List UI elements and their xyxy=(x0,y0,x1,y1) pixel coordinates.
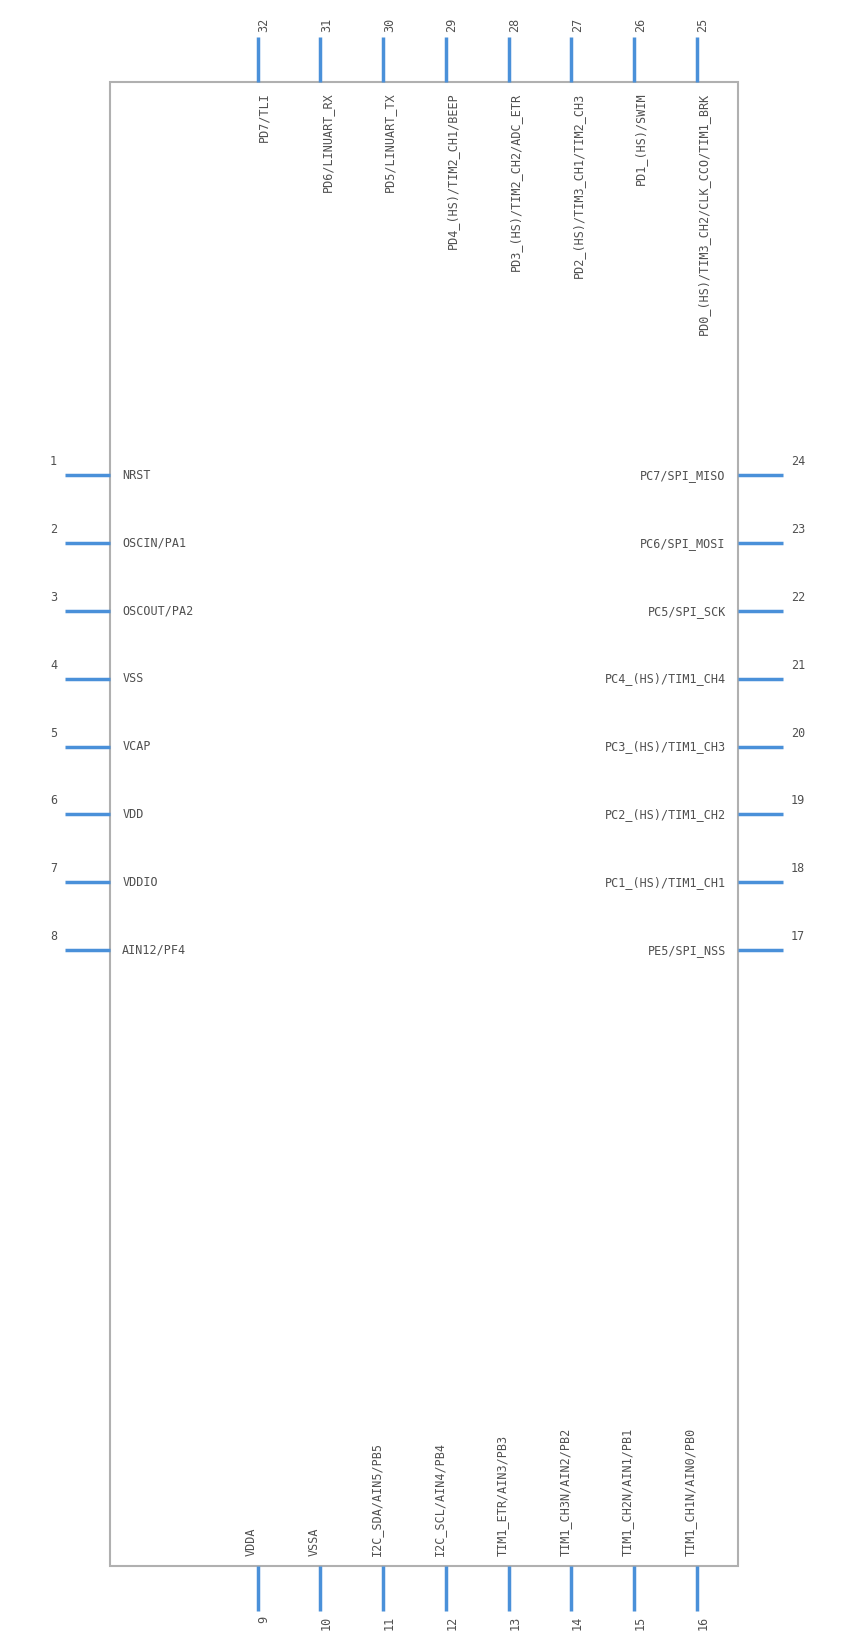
Text: 27: 27 xyxy=(571,18,584,33)
Text: PC6/SPI_MOSI: PC6/SPI_MOSI xyxy=(640,537,726,550)
Text: 17: 17 xyxy=(790,929,805,943)
Text: 9: 9 xyxy=(257,1615,271,1623)
Text: 29: 29 xyxy=(445,18,459,33)
Text: PD6/LINUART_RX: PD6/LINUART_RX xyxy=(321,92,333,193)
Text: PD0_(HS)/TIM3_CH2/CLK_CCO/TIM1_BRK: PD0_(HS)/TIM3_CH2/CLK_CCO/TIM1_BRK xyxy=(697,92,710,335)
Text: NRST: NRST xyxy=(122,470,151,481)
Text: AIN12/PF4: AIN12/PF4 xyxy=(122,944,187,956)
Text: 11: 11 xyxy=(382,1615,396,1630)
Text: 15: 15 xyxy=(633,1615,647,1630)
Text: 24: 24 xyxy=(790,455,805,468)
Text: 30: 30 xyxy=(382,18,396,33)
Text: PD5/LINUART_TX: PD5/LINUART_TX xyxy=(383,92,396,193)
Text: VDDIO: VDDIO xyxy=(122,875,158,888)
Text: 3: 3 xyxy=(50,592,58,605)
Text: PC7/SPI_MISO: PC7/SPI_MISO xyxy=(640,470,726,481)
Text: 10: 10 xyxy=(320,1615,333,1630)
Text: VSS: VSS xyxy=(122,672,143,686)
Text: 25: 25 xyxy=(696,18,710,33)
Text: 1: 1 xyxy=(50,455,58,468)
Text: 28: 28 xyxy=(508,18,522,33)
Text: 6: 6 xyxy=(50,794,58,808)
Text: PC1_(HS)/TIM1_CH1: PC1_(HS)/TIM1_CH1 xyxy=(605,875,726,888)
Text: 26: 26 xyxy=(633,18,647,33)
Text: VSSA: VSSA xyxy=(308,1528,321,1556)
Text: 12: 12 xyxy=(445,1615,459,1630)
Text: VDDA: VDDA xyxy=(245,1528,258,1556)
Text: TIM1_CH1N/AIN0/PB0: TIM1_CH1N/AIN0/PB0 xyxy=(684,1427,697,1556)
Text: 32: 32 xyxy=(257,18,271,33)
Text: 16: 16 xyxy=(696,1615,710,1630)
Text: PC5/SPI_SCK: PC5/SPI_SCK xyxy=(647,605,726,618)
Text: 14: 14 xyxy=(571,1615,584,1630)
Text: 23: 23 xyxy=(790,524,805,536)
Text: 7: 7 xyxy=(50,862,58,875)
Text: PD1_(HS)/SWIM: PD1_(HS)/SWIM xyxy=(634,92,647,185)
Text: 8: 8 xyxy=(50,929,58,943)
Text: I2C_SCL/AIN4/PB4: I2C_SCL/AIN4/PB4 xyxy=(433,1442,446,1556)
Text: 19: 19 xyxy=(790,794,805,808)
Text: VDD: VDD xyxy=(122,808,143,821)
Text: 5: 5 xyxy=(50,727,58,740)
Text: OSCIN/PA1: OSCIN/PA1 xyxy=(122,537,187,550)
Text: TIM1_CH2N/AIN1/PB1: TIM1_CH2N/AIN1/PB1 xyxy=(622,1427,634,1556)
Text: PC4_(HS)/TIM1_CH4: PC4_(HS)/TIM1_CH4 xyxy=(605,672,726,686)
Text: TIM1_ETR/AIN3/PB3: TIM1_ETR/AIN3/PB3 xyxy=(496,1434,509,1556)
Text: 20: 20 xyxy=(790,727,805,740)
Text: TIM1_CH3N/AIN2/PB2: TIM1_CH3N/AIN2/PB2 xyxy=(559,1427,572,1556)
Text: PD3_(HS)/TIM2_CH2/ADC_ETR: PD3_(HS)/TIM2_CH2/ADC_ETR xyxy=(509,92,522,270)
Text: PE5/SPI_NSS: PE5/SPI_NSS xyxy=(647,944,726,956)
Text: 4: 4 xyxy=(50,659,58,672)
Text: PD7/TLI: PD7/TLI xyxy=(258,92,271,142)
Text: 18: 18 xyxy=(790,862,805,875)
Text: VCAP: VCAP xyxy=(122,740,151,753)
Bar xyxy=(110,82,738,1566)
Text: 22: 22 xyxy=(790,592,805,605)
Text: 21: 21 xyxy=(790,659,805,672)
Text: PD4_(HS)/TIM2_CH1/BEEP: PD4_(HS)/TIM2_CH1/BEEP xyxy=(446,92,459,249)
Text: I2C_SDA/AIN5/PB5: I2C_SDA/AIN5/PB5 xyxy=(371,1442,383,1556)
Text: PC2_(HS)/TIM1_CH2: PC2_(HS)/TIM1_CH2 xyxy=(605,808,726,821)
Text: 2: 2 xyxy=(50,524,58,536)
Text: OSCOUT/PA2: OSCOUT/PA2 xyxy=(122,605,193,618)
Text: PC3_(HS)/TIM1_CH3: PC3_(HS)/TIM1_CH3 xyxy=(605,740,726,753)
Text: 13: 13 xyxy=(508,1615,522,1630)
Text: PD2_(HS)/TIM3_CH1/TIM2_CH3: PD2_(HS)/TIM3_CH1/TIM2_CH3 xyxy=(572,92,584,277)
Text: 31: 31 xyxy=(320,18,333,33)
